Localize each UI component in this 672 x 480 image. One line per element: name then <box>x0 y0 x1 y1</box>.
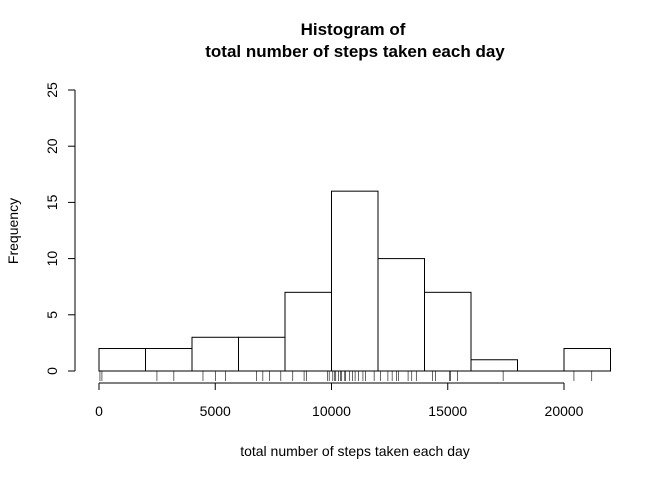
histogram-bar-3 <box>238 336 286 372</box>
y-tick-label-3: 15 <box>44 194 60 210</box>
x-tick-label-3: 15000 <box>428 403 467 419</box>
y-axis-label: Frequency <box>5 198 21 264</box>
rug-marks <box>99 371 593 381</box>
x-tick-label-0: 0 <box>95 403 103 419</box>
chart-title-line-2: total number of steps taken each day <box>205 42 505 61</box>
y-tick-label-1: 5 <box>44 311 60 319</box>
y-tick-label-2: 10 <box>44 251 60 267</box>
chart-title-line-1: Histogram of <box>301 20 406 39</box>
histogram-bar-0 <box>98 348 146 372</box>
histogram-bar-1 <box>145 348 193 372</box>
x-axis-label: total number of steps taken each day <box>240 443 470 459</box>
histogram-bar-4 <box>284 291 332 372</box>
y-tick-label-0: 0 <box>44 367 60 375</box>
x-tick-label-4: 20000 <box>545 403 584 419</box>
histogram-bar-8 <box>470 359 518 372</box>
y-tick-label-5: 25 <box>44 82 60 98</box>
histogram-bar-7 <box>424 291 472 372</box>
y-tick-label-4: 20 <box>44 138 60 154</box>
x-axis: 0 5000 10000 15000 20000 <box>95 382 584 419</box>
x-tick-label-2: 10000 <box>312 403 351 419</box>
histogram-bar-10 <box>563 348 611 372</box>
histogram-bar-5 <box>331 190 379 372</box>
histogram-bars <box>98 190 611 372</box>
x-tick-label-1: 5000 <box>200 403 231 419</box>
histogram-bar-2 <box>191 336 239 372</box>
histogram-bar-6 <box>377 258 425 372</box>
y-axis: 0 5 10 15 20 25 <box>44 82 76 375</box>
